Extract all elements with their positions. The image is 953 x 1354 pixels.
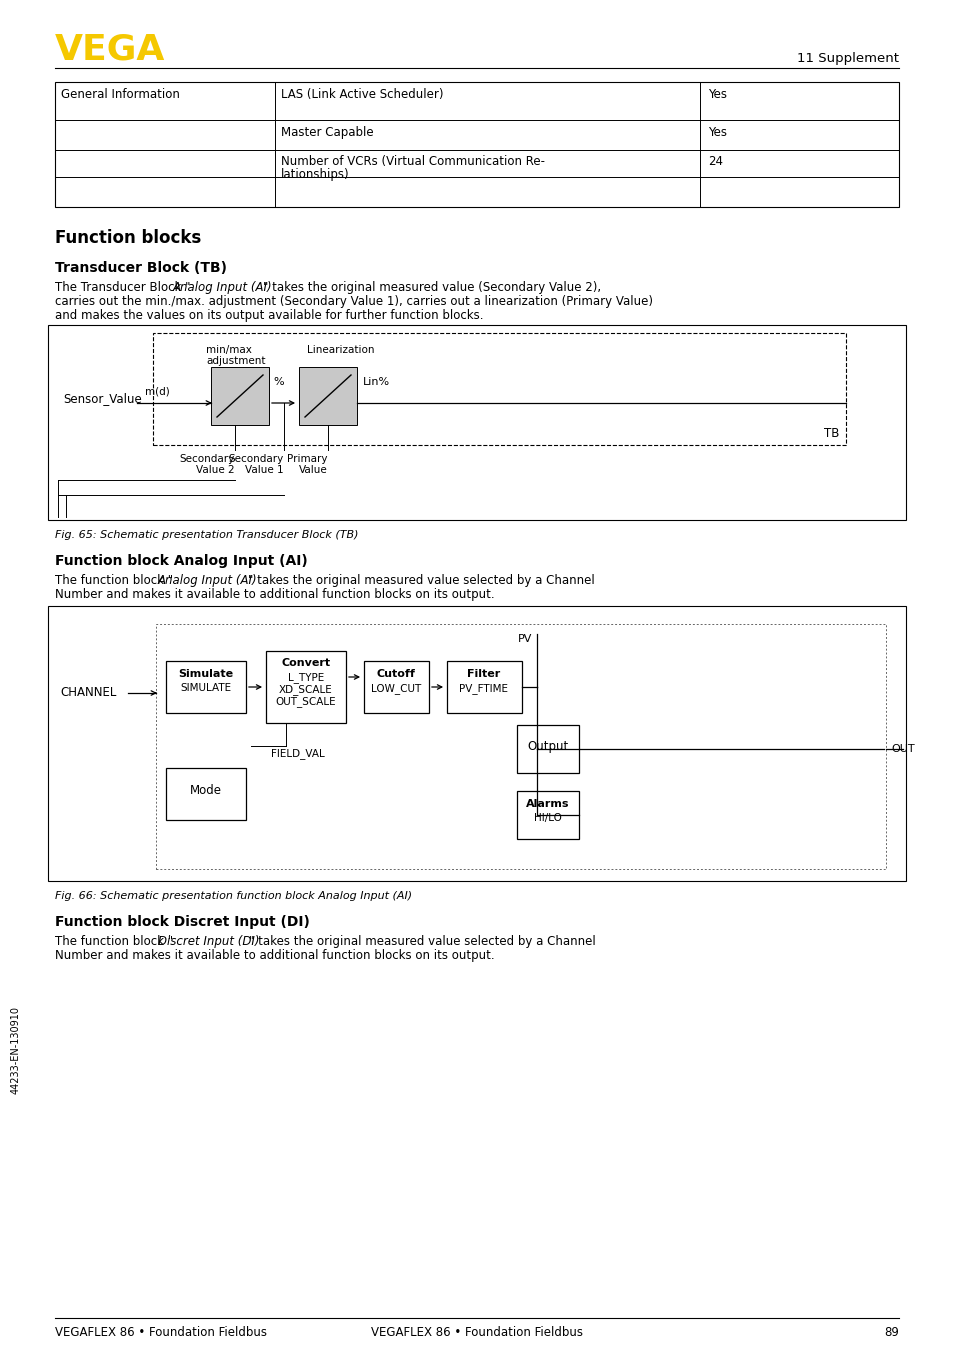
Text: carries out the min./max. adjustment (Secondary Value 1), carries out a lineariz: carries out the min./max. adjustment (Se… (55, 295, 652, 307)
Text: Output: Output (527, 741, 568, 753)
Text: VEGAFLEX 86 • Foundation Fieldbus: VEGAFLEX 86 • Foundation Fieldbus (55, 1326, 267, 1339)
Bar (156, 624, 885, 869)
Bar (48, 607, 905, 881)
Text: TB: TB (823, 427, 839, 440)
Text: Mode: Mode (190, 784, 222, 798)
Text: L_TYPE: L_TYPE (288, 672, 324, 682)
Bar (517, 791, 578, 839)
Text: VEGAFLEX 86 • Foundation Fieldbus: VEGAFLEX 86 • Foundation Fieldbus (371, 1326, 582, 1339)
Text: Primary: Primary (287, 454, 328, 464)
Bar (55, 83, 898, 207)
Bar (166, 768, 246, 821)
Text: Yes: Yes (707, 88, 726, 102)
Text: Yes: Yes (707, 126, 726, 139)
Text: Discret Input (DI): Discret Input (DI) (158, 936, 259, 948)
Text: Fig. 65: Schematic presentation Transducer Block (TB): Fig. 65: Schematic presentation Transduc… (55, 529, 358, 540)
Text: Value 2: Value 2 (196, 464, 234, 475)
Text: " takes the original measured value selected by a Channel: " takes the original measured value sele… (249, 936, 595, 948)
Text: Linearization: Linearization (307, 345, 375, 355)
Text: Simulate: Simulate (178, 669, 233, 678)
Text: m(d): m(d) (145, 386, 170, 395)
Text: lationships): lationships) (281, 168, 349, 181)
Text: Master Capable: Master Capable (281, 126, 374, 139)
Text: Lin%: Lin% (363, 376, 390, 387)
Bar (517, 724, 578, 773)
Text: 11 Supplement: 11 Supplement (796, 51, 898, 65)
Bar (447, 661, 521, 714)
Text: FIELD_VAL: FIELD_VAL (271, 747, 324, 758)
Text: " takes the original measured value (Secondary Value 2),: " takes the original measured value (Sec… (263, 282, 600, 294)
Text: min/max: min/max (206, 345, 252, 355)
Text: %: % (273, 376, 283, 387)
Text: Filter: Filter (467, 669, 500, 678)
Text: PV_FTIME: PV_FTIME (459, 682, 508, 693)
Text: " takes the original measured value selected by a Channel: " takes the original measured value sele… (248, 574, 594, 588)
Bar (298, 367, 356, 425)
Text: Cutoff: Cutoff (376, 669, 415, 678)
Text: Value 1: Value 1 (245, 464, 284, 475)
Bar (48, 325, 905, 520)
Text: VEGA: VEGA (55, 32, 165, 66)
Text: and makes the values on its output available for further function blocks.: and makes the values on its output avail… (55, 309, 483, 322)
Bar (211, 367, 269, 425)
Text: Convert: Convert (281, 658, 331, 668)
Text: General Information: General Information (61, 88, 180, 102)
Text: XD_SCALE: XD_SCALE (279, 684, 333, 695)
Text: 44233-EN-130910: 44233-EN-130910 (11, 1006, 21, 1094)
Text: Secondary: Secondary (229, 454, 284, 464)
Text: 24: 24 (707, 154, 722, 168)
Text: HI/LO: HI/LO (534, 812, 561, 823)
Text: Fig. 66: Schematic presentation function block Analog Input (AI): Fig. 66: Schematic presentation function… (55, 891, 412, 900)
Text: Alarms: Alarms (526, 799, 569, 808)
Text: Analog Input (AI): Analog Input (AI) (172, 282, 273, 294)
Text: 89: 89 (883, 1326, 898, 1339)
Text: CHANNEL: CHANNEL (60, 686, 116, 699)
Text: The Transducer Block ": The Transducer Block " (55, 282, 191, 294)
Text: OUT_SCALE: OUT_SCALE (275, 696, 336, 707)
Text: Transducer Block (TB): Transducer Block (TB) (55, 261, 227, 275)
Text: Value: Value (299, 464, 328, 475)
Text: adjustment: adjustment (206, 356, 265, 366)
Bar (152, 333, 845, 445)
Text: LOW_CUT: LOW_CUT (371, 682, 420, 693)
Text: Number and makes it available to additional function blocks on its output.: Number and makes it available to additio… (55, 588, 494, 601)
Text: The function block ": The function block " (55, 936, 172, 948)
Text: LAS (Link Active Scheduler): LAS (Link Active Scheduler) (281, 88, 443, 102)
Bar (364, 661, 429, 714)
Text: SIMULATE: SIMULATE (180, 682, 232, 693)
Text: Function block Analog Input (AI): Function block Analog Input (AI) (55, 554, 308, 567)
Bar (266, 651, 346, 723)
Text: Secondary: Secondary (179, 454, 234, 464)
Bar (166, 661, 246, 714)
Text: Analog Input (AI): Analog Input (AI) (158, 574, 257, 588)
Text: Function blocks: Function blocks (55, 229, 201, 246)
Text: Sensor_Value: Sensor_Value (63, 393, 142, 405)
Text: PV: PV (517, 634, 532, 645)
Text: Number of VCRs (Virtual Communication Re-: Number of VCRs (Virtual Communication Re… (281, 154, 544, 168)
Text: Number and makes it available to additional function blocks on its output.: Number and makes it available to additio… (55, 949, 494, 961)
Text: Function block Discret Input (DI): Function block Discret Input (DI) (55, 915, 310, 929)
Text: OUT: OUT (890, 743, 914, 754)
Text: The function block ": The function block " (55, 574, 172, 588)
